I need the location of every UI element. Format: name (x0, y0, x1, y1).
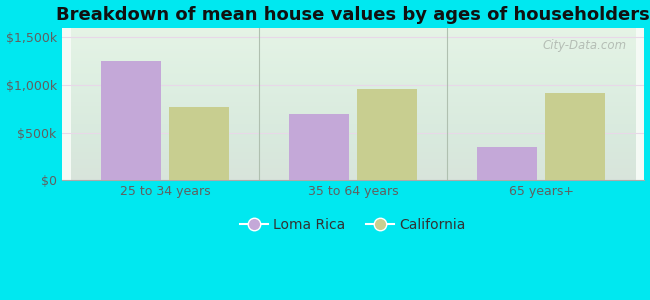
Bar (101, 61, 161, 180)
Bar (357, 89, 417, 180)
Bar (289, 114, 349, 180)
Title: Breakdown of mean house values by ages of householders: Breakdown of mean house values by ages o… (56, 6, 650, 24)
Bar (477, 147, 538, 180)
Bar (169, 106, 229, 180)
Bar (545, 93, 605, 180)
Text: City-Data.com: City-Data.com (543, 39, 627, 52)
Legend: Loma Rica, California: Loma Rica, California (235, 212, 472, 238)
